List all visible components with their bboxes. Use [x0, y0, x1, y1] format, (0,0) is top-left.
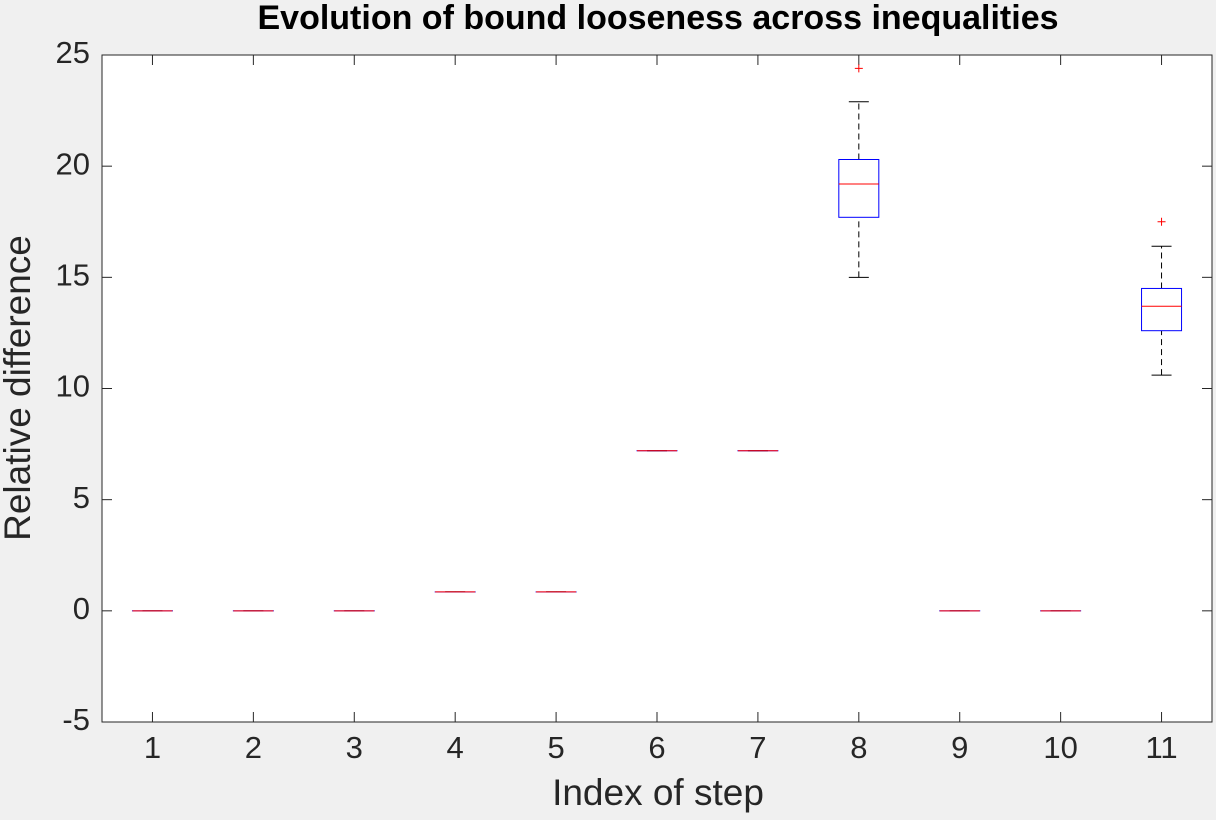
y-tick-label: 5 — [73, 480, 90, 515]
x-tick-label: 8 — [850, 730, 867, 765]
x-tick-label: 2 — [245, 730, 262, 765]
y-tick-label: 10 — [56, 369, 90, 404]
y-tick-label: 20 — [56, 146, 90, 181]
plot-area — [101, 54, 1213, 723]
y-axis-label: Relative difference — [0, 235, 38, 541]
x-tick-label: 10 — [1043, 730, 1077, 765]
outlier — [854, 64, 863, 73]
y-tick-label: 25 — [56, 35, 90, 70]
x-tick-label: 6 — [648, 730, 665, 765]
x-tick-label: 4 — [447, 730, 464, 765]
x-tick-label: 11 — [1145, 730, 1177, 765]
x-tick-label: 3 — [346, 730, 363, 765]
y-tick-label: -5 — [62, 702, 90, 737]
x-axis-label: Index of step — [552, 772, 764, 813]
y-tick-label: 0 — [73, 591, 90, 626]
x-tick-label: 9 — [951, 730, 968, 765]
chart-title: Evolution of bound looseness across ineq… — [257, 0, 1058, 37]
outlier — [1157, 217, 1166, 226]
box — [1141, 287, 1183, 332]
y-tick-label: 15 — [56, 258, 90, 293]
x-tick-label: 1 — [144, 730, 161, 765]
x-tick-label: 7 — [749, 730, 766, 765]
x-tick-label: 5 — [547, 730, 564, 765]
box — [838, 158, 880, 218]
